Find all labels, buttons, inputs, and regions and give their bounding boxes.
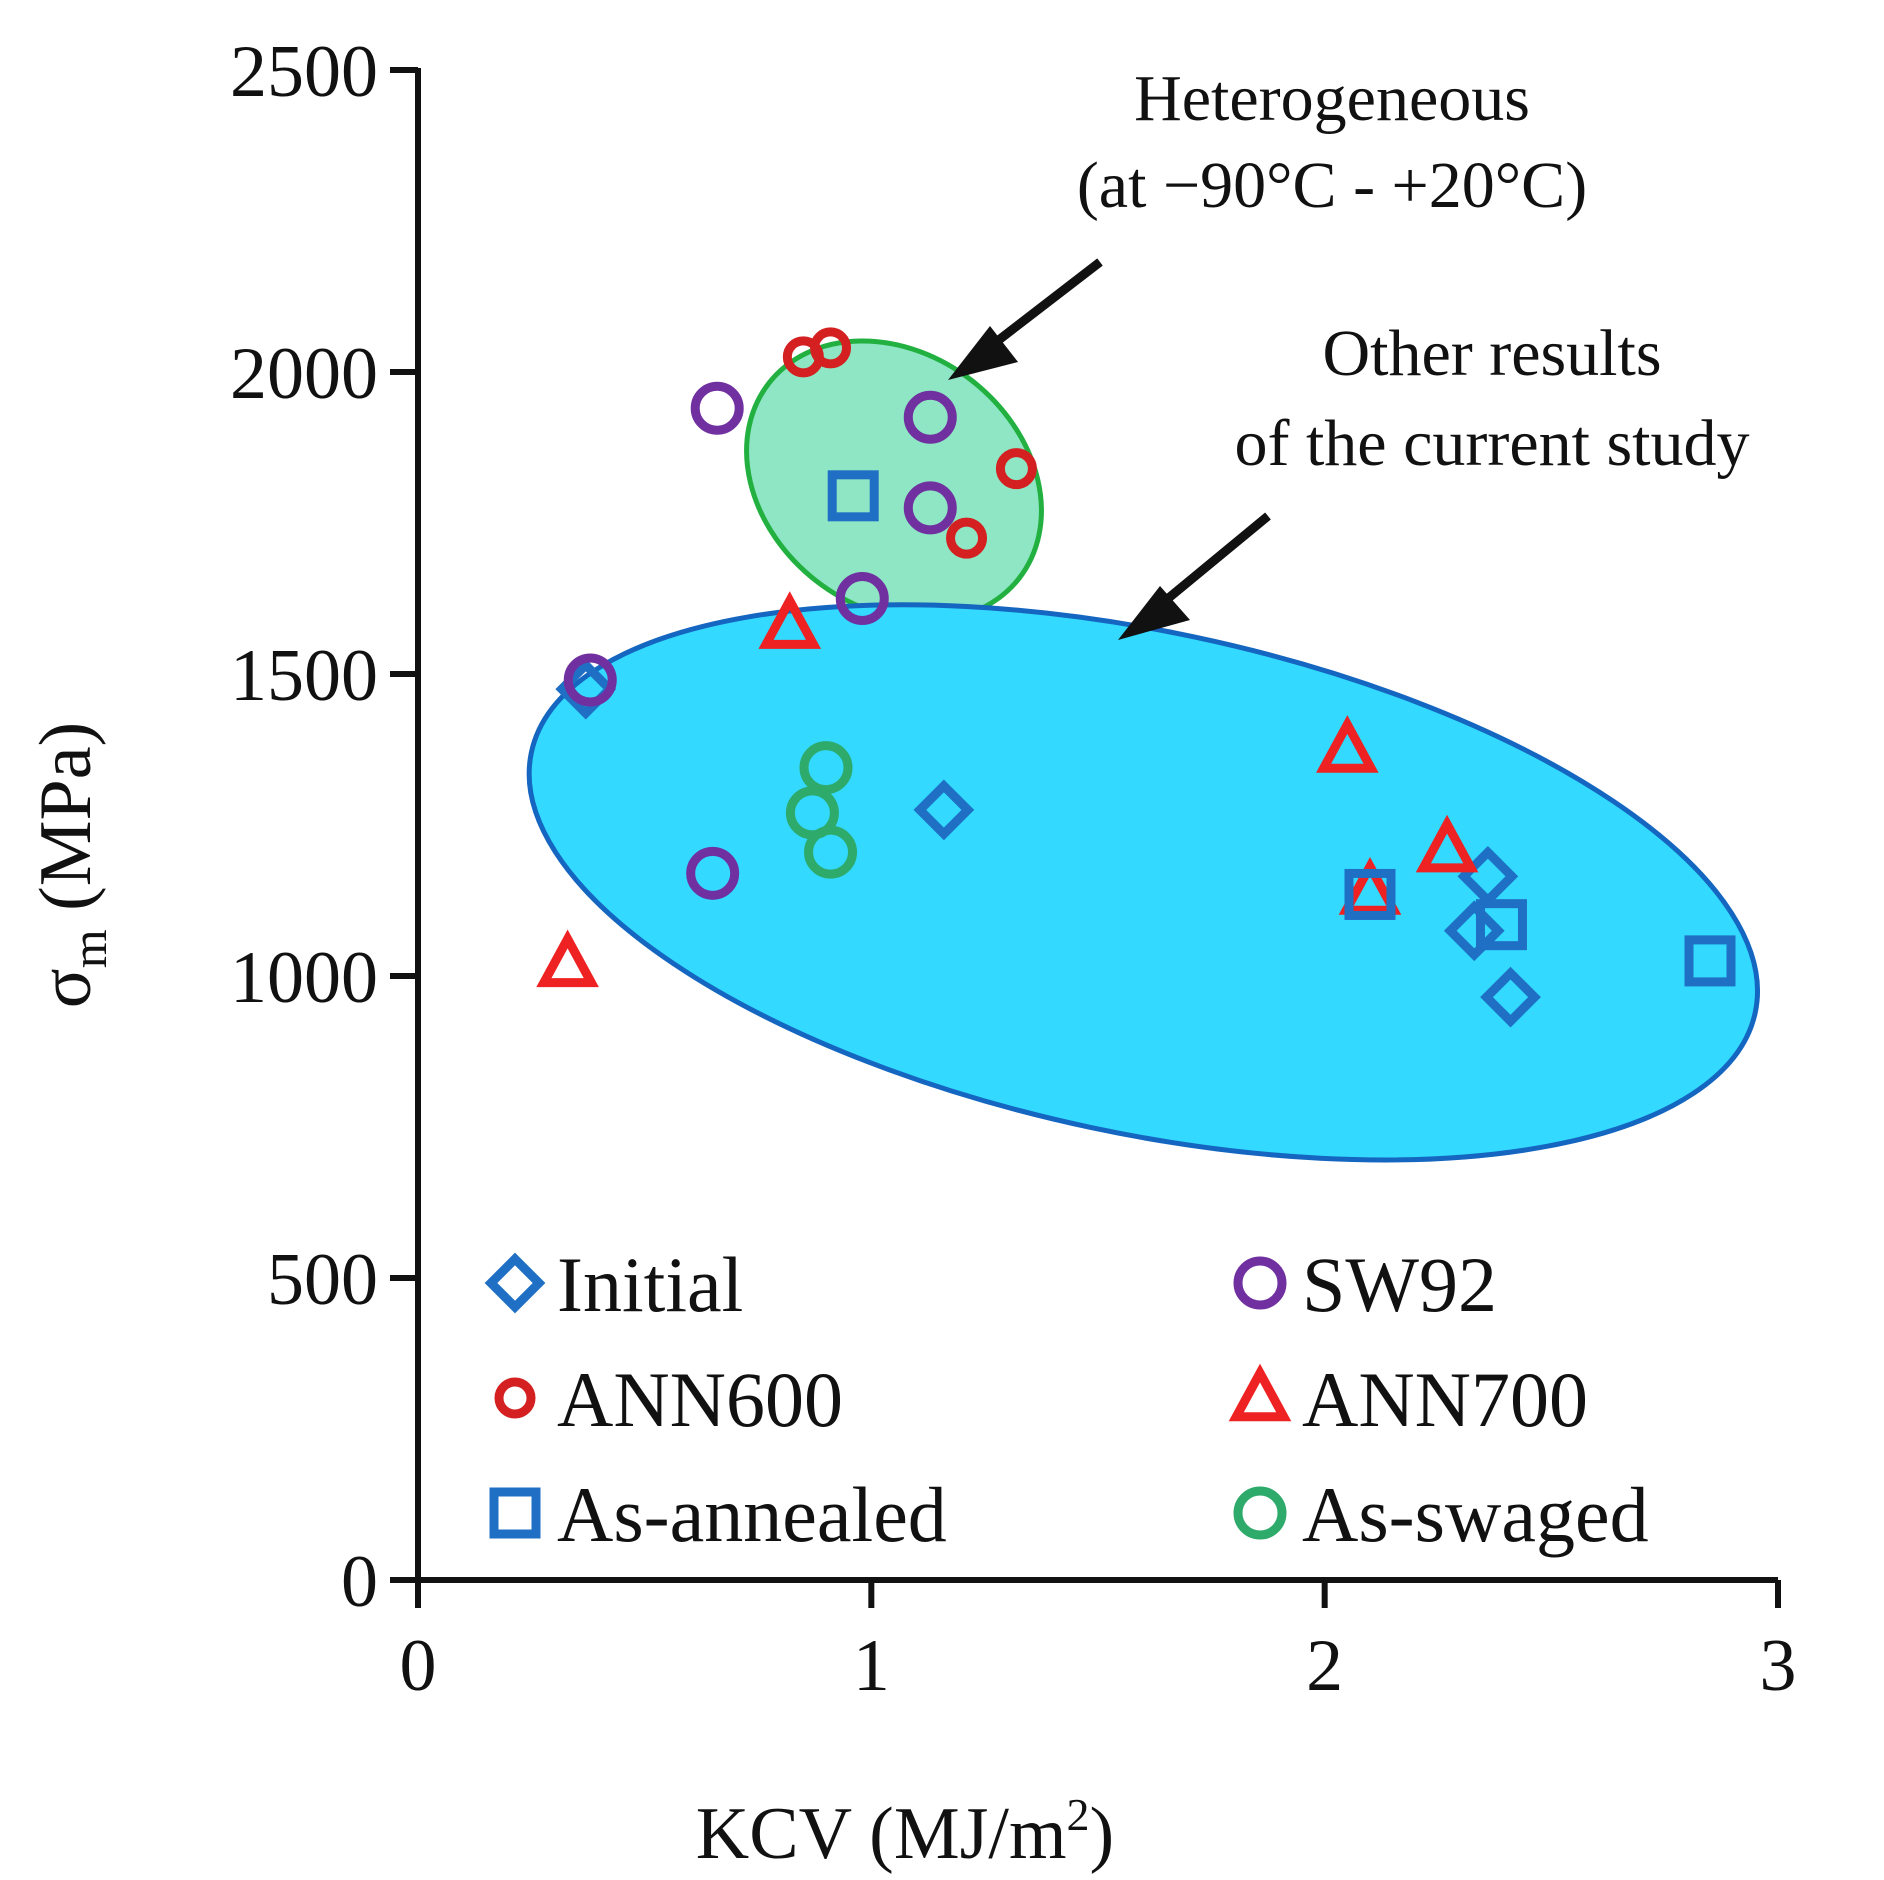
annotation-heterogeneous: Heterogeneous (at −90°C - +20°C) bbox=[948, 62, 1587, 380]
series-ann700 bbox=[536, 591, 1479, 988]
data-point bbox=[1338, 857, 1402, 915]
annotation-other-results-line-1: Other results bbox=[1322, 317, 1661, 390]
annotation-heterogeneous-arrowhead bbox=[948, 326, 1018, 380]
legend-item-as-annealed: As-annealed bbox=[489, 1471, 947, 1558]
legend-item-initial: Initial bbox=[484, 1241, 743, 1328]
y-tick-label: 2500 bbox=[230, 31, 378, 113]
data-point bbox=[1344, 868, 1396, 920]
data-point bbox=[1415, 814, 1479, 873]
data-point bbox=[903, 481, 957, 535]
legend-marker bbox=[1233, 1486, 1287, 1540]
data-point bbox=[758, 591, 822, 649]
x-tick-label: 0 bbox=[400, 1625, 437, 1707]
data-point bbox=[995, 448, 1037, 490]
legend-label: Initial bbox=[557, 1241, 743, 1328]
legend-marker bbox=[1228, 1363, 1292, 1422]
legend-label: As-annealed bbox=[557, 1471, 947, 1558]
data-point bbox=[563, 653, 617, 707]
data-point bbox=[686, 846, 740, 900]
data-point bbox=[690, 381, 744, 435]
data-point bbox=[903, 390, 957, 444]
legend-label: ANN700 bbox=[1302, 1356, 1588, 1443]
legend-item-ann600: ANN600 bbox=[494, 1356, 843, 1443]
series-as-swaged bbox=[785, 741, 858, 879]
data-point bbox=[827, 470, 879, 522]
x-axis-title: KCV (MJ/m2) bbox=[696, 1789, 1114, 1875]
annotation-other-results-line-2: of the current study bbox=[1234, 407, 1749, 480]
legend-item-as-swaged: As-swaged bbox=[1233, 1471, 1649, 1558]
y-tick-label: 2000 bbox=[230, 333, 378, 415]
legend-marker bbox=[484, 1252, 546, 1314]
data-point bbox=[1475, 899, 1527, 951]
x-tick-label: 3 bbox=[1760, 1625, 1797, 1707]
data-point bbox=[536, 929, 599, 988]
y-tick-label: 1000 bbox=[230, 937, 378, 1019]
legend-label: ANN600 bbox=[557, 1356, 843, 1443]
legend-marker bbox=[489, 1487, 541, 1539]
series-sw92 bbox=[563, 381, 957, 900]
series-as-annealed bbox=[827, 470, 1736, 987]
series-ann600 bbox=[782, 327, 1037, 559]
legend-marker bbox=[1233, 1256, 1287, 1310]
points-layer bbox=[536, 327, 1736, 1028]
data-point bbox=[804, 825, 858, 879]
data-point bbox=[1684, 935, 1736, 987]
data-point bbox=[913, 779, 975, 841]
data-point bbox=[835, 572, 889, 625]
y-tick-label: 0 bbox=[341, 1541, 378, 1623]
x-tick-label: 1 bbox=[853, 1625, 890, 1707]
legend-label: SW92 bbox=[1302, 1241, 1497, 1328]
annotation-heterogeneous-line-1: Heterogeneous bbox=[1134, 62, 1530, 135]
data-point bbox=[1480, 966, 1541, 1028]
data-point bbox=[799, 741, 853, 795]
data-point bbox=[946, 517, 988, 559]
annotation-other-results: Other results of the current study bbox=[1118, 317, 1750, 640]
legend-marker bbox=[494, 1377, 536, 1419]
annotation-heterogeneous-line-2: (at −90°C - +20°C) bbox=[1077, 149, 1587, 222]
x-tick-label: 2 bbox=[1306, 1625, 1343, 1707]
y-tick-label: 500 bbox=[267, 1239, 378, 1321]
legend-item-sw92: SW92 bbox=[1233, 1241, 1497, 1328]
y-axis-title: σm (MPa) bbox=[25, 722, 117, 1008]
data-point bbox=[1443, 900, 1505, 962]
y-tick-label: 1500 bbox=[230, 635, 378, 717]
axes-layer: 0 500 1000 1500 2000 2500 0 1 2 3 bbox=[230, 31, 1797, 1707]
data-point bbox=[1316, 715, 1379, 773]
legend: Initial SW92 ANN600 ANN700 As-annealed As-swa… bbox=[484, 1241, 1649, 1558]
legend-item-ann700: ANN700 bbox=[1228, 1356, 1588, 1443]
legend-label: As-swaged bbox=[1302, 1471, 1649, 1558]
annotation-other-results-arrowhead bbox=[1118, 586, 1190, 640]
data-point bbox=[810, 327, 852, 369]
